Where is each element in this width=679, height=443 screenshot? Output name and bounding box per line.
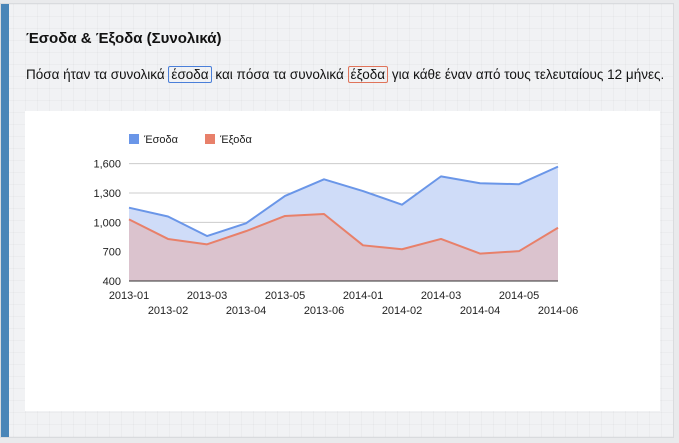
series-line-expenses <box>128 213 559 255</box>
x-tick-label: 2014-01 <box>343 290 383 302</box>
description-text-before: Πόσα ήταν τα συνολικά <box>26 67 165 82</box>
card-description: Πόσα ήταν τα συνολικά έσοδα και πόσα τα … <box>26 66 666 83</box>
expenses-keyword: έξοδα <box>347 66 389 83</box>
description-text-after: για κάθε έναν από τους τελευταίους 12 μή… <box>391 67 665 82</box>
x-tick-label: 2014-04 <box>460 305 500 317</box>
x-tick-label: 2013-03 <box>187 290 227 302</box>
x-tick-label: 2013-06 <box>304 305 344 317</box>
income-keyword: έσοδα <box>168 66 212 83</box>
x-tick-label: 2013-04 <box>226 305 266 317</box>
x-tick-label: 2013-05 <box>265 290 305 302</box>
income-expenses-chart: 400 700 1,000 1,300 1,600 2013-01 2013-02 2013-… <box>93 134 578 317</box>
legend-income-swatch <box>129 134 139 144</box>
chart-container: 400 700 1,000 1,300 1,600 2013-01 2013-02 2013-… <box>25 111 660 411</box>
x-tick-label: 2013-01 <box>109 290 149 302</box>
y-tick-label: 1,000 <box>93 217 121 229</box>
accent-stripe <box>1 4 9 437</box>
expenses-area <box>129 214 558 281</box>
x-tick-label: 2014-06 <box>538 305 578 317</box>
legend-income-label: Έσοδα <box>143 134 179 146</box>
x-tick-label: 2014-05 <box>499 290 539 302</box>
x-tick-label: 2013-02 <box>148 305 188 317</box>
y-tick-label: 1,600 <box>93 159 121 171</box>
x-tick-label: 2014-03 <box>421 290 461 302</box>
legend-expenses-label: Έξοδα <box>219 134 252 146</box>
y-tick-label: 1,300 <box>93 188 121 200</box>
description-text-middle: και πόσα τα συνολικά <box>215 67 344 82</box>
legend-expenses-swatch <box>205 134 215 144</box>
card-title: Έσοδα & Έξοδα (Συνολικά) <box>26 30 222 47</box>
y-tick-label: 400 <box>103 276 121 288</box>
series-line-income <box>128 165 559 238</box>
y-tick-label: 700 <box>103 247 121 259</box>
x-tick-label: 2014-02 <box>382 305 422 317</box>
